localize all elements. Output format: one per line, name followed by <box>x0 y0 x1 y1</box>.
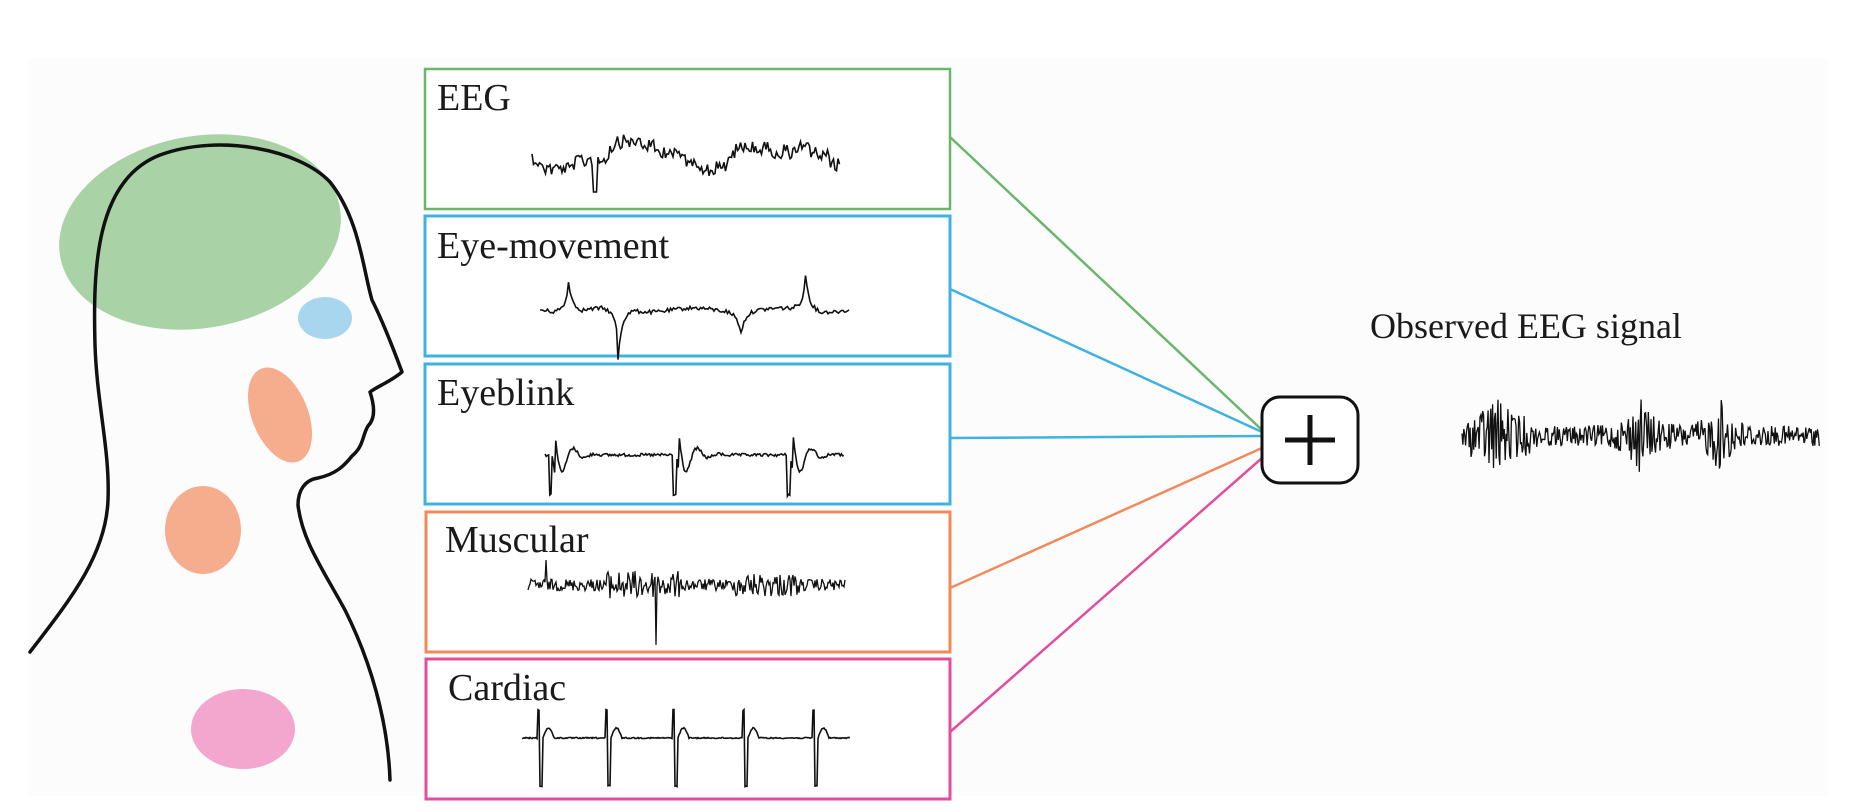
waveform-eyeblink <box>544 437 844 499</box>
output-label: Observed EEG signal <box>1370 306 1682 346</box>
waveform-cardiac <box>521 707 850 788</box>
muscle-region-neck <box>165 486 241 574</box>
connector-eyeblink <box>949 434 1263 440</box>
sum-node <box>1260 395 1360 485</box>
connector-eeg <box>949 136 1263 431</box>
connector-cardiac <box>949 457 1263 733</box>
heart-region <box>191 689 295 769</box>
source-label-muscular: Muscular <box>445 519 589 561</box>
head-illustration <box>28 134 404 782</box>
connector-eye-movement <box>949 287 1263 434</box>
waveform-observed-eeg <box>1461 399 1820 472</box>
waveform-eye-movement <box>540 275 850 360</box>
waveform-muscular <box>527 559 846 646</box>
source-box-muscular: Muscular <box>424 510 952 654</box>
source-box-eeg: EEG <box>423 67 952 211</box>
eye-region <box>298 297 352 339</box>
source-box-eye-movement: Eye-movement <box>423 214 952 360</box>
waveform-eeg <box>531 134 841 193</box>
source-box-cardiac: Cardiac <box>424 657 952 801</box>
source-box-eyeblink: Eyeblink <box>423 362 952 506</box>
source-label-eye-movement: Eye-movement <box>437 225 670 267</box>
source-label-cardiac: Cardiac <box>448 667 566 709</box>
connector-lines <box>949 136 1263 733</box>
connector-muscular <box>949 446 1263 590</box>
muscle-region-jaw <box>247 367 313 463</box>
source-label-eeg: EEG <box>437 77 511 119</box>
brain-region <box>59 134 341 330</box>
head-outline <box>28 143 404 782</box>
source-label-eyeblink: Eyeblink <box>437 372 574 414</box>
